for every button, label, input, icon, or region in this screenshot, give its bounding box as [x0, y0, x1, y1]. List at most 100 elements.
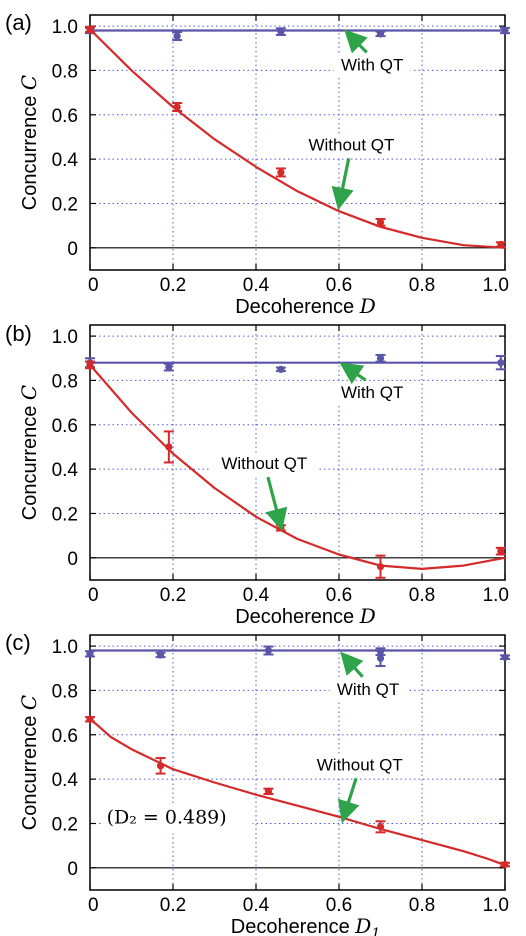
panel-label: (b) [5, 321, 32, 346]
panel-label: (c) [5, 630, 31, 655]
data-point-without-qt [264, 787, 273, 795]
data-point-with-qt [376, 30, 385, 38]
data-point-with-qt [165, 363, 173, 371]
data-point-with-qt [173, 32, 181, 40]
annotation-arrow [337, 777, 360, 824]
x-tick-label: 1.0 [483, 895, 509, 916]
y-tick-label: 0.2 [52, 814, 78, 835]
x-axis-title-text: Decoherence [235, 296, 360, 318]
data-point-without-qt [86, 361, 94, 369]
annotation-background [306, 754, 413, 777]
x-axis-title-text: Decoherence [235, 606, 360, 628]
annotation-background [333, 54, 411, 77]
annotation-label: With QT [341, 383, 403, 402]
annotation-arrow [265, 476, 288, 532]
annotation-arrow [339, 362, 367, 385]
fit-curve-without-qt [89, 718, 506, 867]
annotation-arrow [344, 29, 368, 54]
y-tick-label: 0.6 [52, 416, 78, 437]
annotation-arrow [331, 157, 354, 211]
annotation-label: Without QT [221, 454, 307, 473]
data-point-with-qt [277, 365, 285, 373]
x-tick-label: 0.6 [326, 585, 352, 606]
y-axis-title: Concurrence C [17, 385, 41, 520]
annotation-label: Without QT [317, 755, 403, 774]
x-tick-label: 1.0 [483, 275, 509, 296]
data-point-with-qt [264, 646, 273, 655]
data-point-without-qt [376, 823, 385, 831]
y-tick-label: 0 [67, 239, 78, 260]
data-point-with-qt [86, 650, 94, 658]
y-tick-label: 0.8 [52, 681, 78, 702]
plot-frame [89, 14, 506, 271]
fit-curve-without-qt [89, 28, 506, 249]
y-tick-label: 0.6 [52, 726, 78, 747]
y-axis-title-text: Concurrence [19, 400, 41, 520]
y-tick-label: 0.8 [52, 371, 78, 392]
annotation-label: With QT [341, 55, 403, 74]
note-background [102, 803, 253, 834]
y-tick-label: 0.4 [52, 150, 79, 171]
y-tick-label: 0.8 [52, 61, 78, 82]
y-tick-label: 0.2 [52, 504, 78, 525]
y-axis-symbol: C [17, 385, 41, 400]
x-axis-subscript: 1 [371, 926, 380, 936]
y-tick-label: 1.0 [52, 17, 78, 38]
y-tick-label: 0.4 [52, 460, 79, 481]
x-tick-label: 0.4 [243, 895, 270, 916]
chart-panel-a: (a) 0 0.2 0.4 0.6 0.8 1.0 0 0.2 0.4 0.6 0.8 1.0 Decoh… [5, 10, 510, 318]
y-tick-label: 1.0 [52, 327, 78, 348]
x-tick-label: 0.8 [409, 275, 435, 296]
data-point-with-qt [501, 653, 509, 661]
y-tick-label: 1.0 [52, 637, 78, 658]
annotation-background [329, 678, 407, 701]
data-point-without-qt [165, 443, 173, 451]
panel-label: (a) [5, 10, 32, 35]
data-point-without-qt [497, 547, 505, 555]
annotation-background [211, 453, 318, 476]
annotation-arrow [340, 651, 364, 678]
x-axis-title: Decoherence D [235, 604, 376, 628]
y-axis-title-text: Concurrence [19, 90, 41, 210]
x-tick-label: 0 [88, 585, 99, 606]
y-axis-title-text: Concurrence [19, 710, 41, 830]
x-tick-label: 0 [88, 895, 99, 916]
x-tick-label: 0.2 [160, 895, 186, 916]
data-point-without-qt [277, 168, 285, 177]
data-point-with-qt [277, 28, 285, 36]
x-axis-symbol: D [359, 604, 376, 628]
data-point-without-qt [376, 563, 385, 571]
fit-curve-without-qt [89, 364, 506, 571]
x-axis-symbol: D [354, 914, 371, 936]
data-point-with-qt [501, 26, 509, 35]
annotation-background [298, 134, 405, 157]
y-axis-title: Concurrence C [17, 75, 41, 210]
data-point-without-qt [86, 715, 94, 723]
y-axis-symbol: C [17, 75, 41, 90]
chart-panel-c: (c) 0 0.2 0.4 0.6 0.8 1.0 0 0.2 0.4 0.6 0.8 1.0 Decoh… [5, 630, 510, 936]
data-point-without-qt [497, 240, 505, 249]
plot-frame [89, 324, 506, 581]
data-point-without-qt [86, 25, 94, 34]
data-point-with-qt [376, 354, 385, 362]
y-tick-label: 0 [67, 859, 78, 880]
x-tick-label: 0.2 [160, 585, 186, 606]
data-point-with-qt [376, 654, 385, 662]
y-tick-label: 0.6 [52, 106, 78, 127]
x-tick-label: 1.0 [483, 585, 509, 606]
x-tick-label: 0.6 [326, 895, 352, 916]
data-point-with-qt [156, 651, 165, 659]
data-point-with-qt [497, 359, 505, 367]
y-axis-symbol: C [17, 695, 41, 710]
annotation-label: With QT [337, 680, 399, 699]
data-point-without-qt [376, 218, 385, 226]
x-axis-symbol: D [359, 294, 376, 318]
x-tick-label: 0.6 [326, 275, 352, 296]
annotation-background [333, 382, 411, 405]
x-tick-label: 0.8 [409, 585, 435, 606]
x-axis-title-text: Decoherence [231, 916, 356, 936]
x-tick-label: 0.4 [243, 585, 270, 606]
data-point-without-qt [173, 103, 181, 111]
x-tick-label: 0.8 [409, 895, 435, 916]
